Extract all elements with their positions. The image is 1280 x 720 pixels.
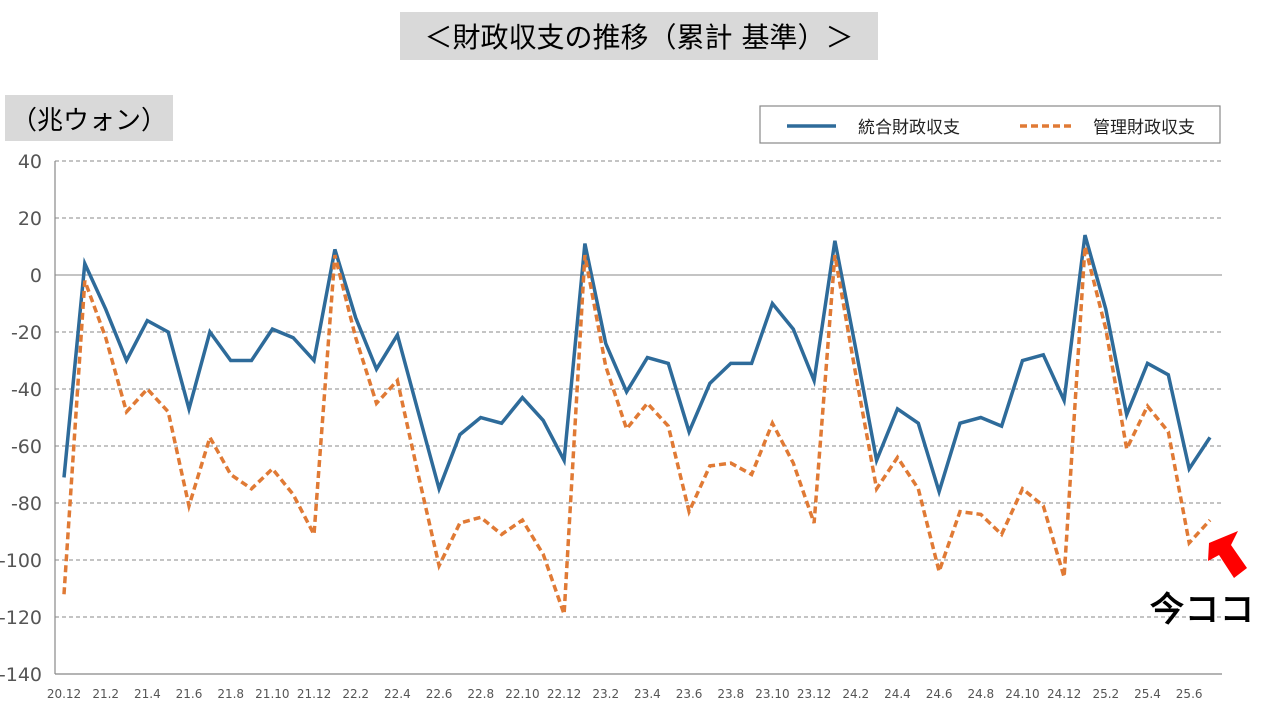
y-tick-label: 0 [30, 265, 42, 287]
x-tick-label: 24.6 [926, 687, 953, 701]
legend-label-integrated: 統合財政収支 [858, 118, 960, 138]
x-tick-label: 25.4 [1134, 687, 1161, 701]
series-line-managed [62, 246, 1212, 615]
legend: 統合財政収支 管理財政収支 [759, 105, 1221, 144]
y-tick-label: -140 [0, 664, 42, 686]
x-tick-label: 23.4 [634, 687, 661, 701]
x-tick-label: 22.12 [547, 687, 581, 701]
y-axis-unit-label: （兆ウォン） [5, 95, 173, 141]
x-tick-label: 22.10 [505, 687, 539, 701]
gridlines [55, 160, 1222, 675]
x-tick-label: 23.12 [797, 687, 831, 701]
legend-label-managed: 管理財政収支 [1093, 118, 1195, 138]
red-arrow-icon [1208, 531, 1247, 578]
x-tick-label: 21.10 [255, 687, 289, 701]
x-tick-label: 24.12 [1047, 687, 1081, 701]
x-tick-label: 21.4 [134, 687, 161, 701]
y-tick-label: 20 [18, 208, 42, 230]
x-tick-label: 22.4 [384, 687, 411, 701]
y-tick-label: -20 [11, 322, 42, 344]
series-lines [62, 234, 1212, 615]
x-tick-label: 21.12 [297, 687, 331, 701]
x-tick-label: 23.8 [717, 687, 744, 701]
x-tick-label: 24.4 [884, 687, 911, 701]
y-tick-label: -40 [11, 379, 42, 401]
y-tick-label: -60 [11, 436, 42, 458]
y-tick-label: -120 [0, 607, 42, 629]
x-tick-label: 25.2 [1092, 687, 1119, 701]
x-tick-label: 22.6 [426, 687, 453, 701]
chart-title: ＜財政収支の推移（累計 基準）＞ [400, 12, 878, 60]
x-tick-label: 23.10 [755, 687, 789, 701]
x-tick-label: 21.6 [176, 687, 203, 701]
x-tick-label: 20.12 [47, 687, 81, 701]
y-tick-label: 40 [18, 151, 42, 173]
series-line-integrated [62, 234, 1212, 498]
x-tick-label: 23.6 [676, 687, 703, 701]
x-tick-label: 24.2 [842, 687, 869, 701]
x-tick-label: 24.8 [967, 687, 994, 701]
x-tick-label: 25.6 [1176, 687, 1203, 701]
x-tick-label: 24.10 [1005, 687, 1039, 701]
now-arrow [1208, 531, 1247, 578]
x-tick-label: 22.2 [342, 687, 369, 701]
axes: 40 20 0 -20 -40 -60 -80 -100 -120 -140 20.12 21.2 21… [0, 151, 1222, 701]
x-tick-label: 22.8 [467, 687, 494, 701]
y-tick-label: -80 [11, 493, 42, 515]
x-tick-label: 23.2 [592, 687, 619, 701]
now-annotation: 今ココ [1150, 590, 1255, 630]
y-tick-label: -100 [0, 550, 42, 572]
legend-box [759, 105, 1221, 144]
x-tick-label: 21.2 [92, 687, 119, 701]
x-tick-label: 21.8 [217, 687, 244, 701]
